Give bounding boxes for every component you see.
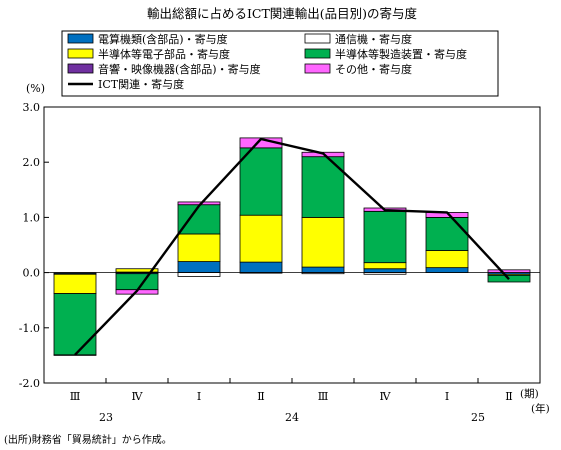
- bar-segment-s3-6: [425, 216, 469, 251]
- legend-swatch-4: [67, 63, 94, 74]
- legend-swatch-5: [304, 63, 331, 74]
- source-note: (出所)財務省「貿易統計」から作成。: [4, 435, 172, 446]
- bar-segment-s3-0: [53, 293, 97, 356]
- legend-swatch-1: [304, 33, 331, 44]
- bar-segment-s3-1: [115, 273, 159, 291]
- y-tick-label: -2.0: [19, 377, 40, 390]
- bar-segment-s3-2: [177, 204, 221, 235]
- legend-swatch-3: [304, 48, 331, 59]
- x-tick-label: Ⅱ: [257, 390, 264, 403]
- bar-segment-s2-1: [115, 268, 159, 273]
- bar-segment-s2-5: [363, 262, 407, 270]
- x-tick-label: Ⅲ: [318, 390, 329, 403]
- y-tick-label: 3.0: [23, 101, 41, 114]
- bar-segment-s0-3: [239, 261, 283, 273]
- legend-label-2: 半導体等電子部品・寄与度: [98, 47, 230, 61]
- chart-title: 輸出総額に占めるICT関連輸出(品目別)の寄与度: [147, 6, 418, 21]
- series-line-ict: [74, 137, 510, 356]
- bar-segment-s0-6: [425, 267, 469, 273]
- year-label: 23: [99, 411, 113, 424]
- bar-segment-s0-4: [301, 266, 345, 273]
- y-tick-label: 2.0: [23, 156, 41, 169]
- legend-label-0: 電算機類(含部品)・寄与度: [98, 32, 228, 46]
- bar-segment-s0-2: [177, 261, 221, 273]
- legend-label-line: ICT関連・寄与度: [98, 77, 184, 91]
- legend-label-4: 音響・映像機器(含部品)・寄与度: [98, 62, 261, 76]
- x-tick-label: Ⅰ: [197, 390, 201, 403]
- year-axis-label: (年): [531, 402, 550, 415]
- y-axis-label: (%): [26, 82, 45, 95]
- bar-segment-s2-2: [177, 233, 221, 262]
- legend-swatch-0: [67, 33, 94, 44]
- legend-frame: [61, 30, 499, 97]
- legend-label-1: 通信機・寄与度: [335, 32, 412, 46]
- x-tick-label: Ⅳ: [132, 390, 144, 403]
- y-tick-label: -1.0: [19, 322, 40, 335]
- y-tick-label: 0.0: [23, 267, 41, 280]
- bar-segment-s5-7: [487, 269, 531, 273]
- bar-segment-s2-0: [53, 273, 97, 294]
- bar-segment-s2-6: [425, 250, 469, 269]
- bar-segment-s3-3: [239, 147, 283, 216]
- bar-segment-s1-2: [177, 272, 221, 277]
- legend-label-5: その他・寄与度: [335, 62, 412, 76]
- legend-label-3: 半導体等製造装置・寄与度: [335, 47, 467, 61]
- x-tick-label: Ⅰ: [445, 390, 449, 403]
- bar-segment-s0-5: [363, 268, 407, 273]
- year-label: 24: [285, 411, 299, 424]
- year-label: 25: [471, 411, 485, 424]
- x-axis-label: (期): [520, 388, 539, 400]
- bar-segment-s3-5: [363, 210, 407, 264]
- bar-segment-s5-0: [53, 354, 97, 356]
- x-tick-label: Ⅲ: [70, 390, 81, 403]
- x-tick-label: Ⅳ: [380, 390, 392, 403]
- y-tick-label: 1.0: [23, 211, 41, 224]
- bar-segment-s2-4: [301, 216, 345, 268]
- x-tick-label: Ⅱ: [505, 390, 512, 403]
- legend-swatch-2: [67, 48, 94, 59]
- bar-segment-s2-3: [239, 214, 283, 263]
